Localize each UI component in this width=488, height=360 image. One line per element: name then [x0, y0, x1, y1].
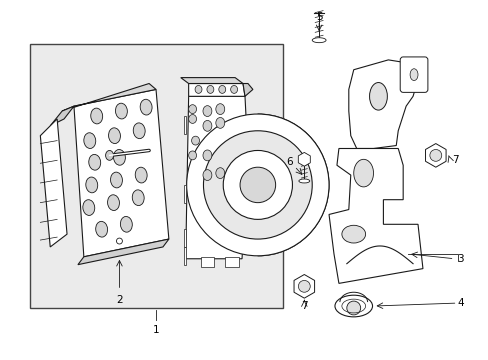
Ellipse shape [353, 159, 373, 187]
Ellipse shape [298, 179, 309, 183]
Ellipse shape [334, 295, 372, 317]
Wedge shape [257, 114, 328, 256]
Ellipse shape [120, 216, 132, 232]
Ellipse shape [206, 85, 213, 93]
Text: 5: 5 [315, 12, 322, 22]
Text: 7: 7 [452, 155, 458, 165]
Circle shape [346, 301, 360, 315]
Ellipse shape [133, 123, 145, 139]
Ellipse shape [191, 136, 199, 145]
Polygon shape [74, 89, 168, 257]
Polygon shape [185, 96, 247, 259]
Bar [225, 257, 239, 267]
Polygon shape [50, 106, 74, 126]
Ellipse shape [230, 85, 237, 93]
Ellipse shape [89, 154, 101, 170]
Ellipse shape [107, 195, 119, 211]
Polygon shape [183, 229, 185, 247]
Text: 1: 1 [152, 325, 159, 335]
Text: 6: 6 [285, 157, 292, 167]
Ellipse shape [203, 121, 211, 131]
Ellipse shape [115, 103, 127, 119]
Ellipse shape [215, 104, 224, 114]
Ellipse shape [203, 150, 211, 161]
Ellipse shape [188, 151, 196, 160]
Polygon shape [41, 119, 67, 247]
Text: 4: 4 [457, 298, 463, 308]
Ellipse shape [188, 114, 196, 123]
Ellipse shape [91, 108, 102, 124]
Polygon shape [78, 239, 168, 265]
FancyBboxPatch shape [399, 57, 427, 93]
Ellipse shape [215, 117, 224, 128]
Text: 2: 2 [116, 295, 122, 305]
Ellipse shape [369, 82, 386, 110]
Text: 7: 7 [301, 301, 307, 311]
Polygon shape [183, 185, 185, 203]
Ellipse shape [83, 133, 96, 148]
Circle shape [203, 131, 311, 239]
Ellipse shape [113, 149, 125, 165]
Bar [30, 44, 282, 308]
Ellipse shape [203, 170, 211, 180]
Polygon shape [62, 84, 156, 111]
Circle shape [116, 238, 122, 244]
Ellipse shape [195, 85, 202, 93]
Ellipse shape [96, 221, 107, 237]
Ellipse shape [311, 38, 325, 42]
Polygon shape [183, 247, 185, 265]
Polygon shape [243, 84, 252, 96]
Ellipse shape [140, 99, 152, 115]
Polygon shape [328, 148, 422, 283]
Text: 3: 3 [457, 254, 463, 264]
Ellipse shape [409, 69, 417, 81]
Bar [200, 257, 214, 267]
Ellipse shape [82, 200, 95, 215]
Circle shape [240, 167, 275, 203]
Ellipse shape [188, 105, 196, 113]
Ellipse shape [110, 172, 122, 188]
Circle shape [186, 114, 328, 256]
Ellipse shape [105, 150, 113, 160]
Ellipse shape [218, 85, 225, 93]
Ellipse shape [135, 167, 147, 183]
Ellipse shape [132, 190, 144, 206]
Circle shape [298, 280, 309, 292]
Ellipse shape [341, 225, 365, 243]
Circle shape [429, 149, 441, 161]
Ellipse shape [215, 168, 224, 179]
Polygon shape [348, 60, 417, 148]
Ellipse shape [85, 177, 98, 193]
Polygon shape [188, 84, 244, 96]
Polygon shape [181, 78, 243, 84]
Circle shape [223, 150, 292, 219]
Ellipse shape [108, 128, 120, 144]
Ellipse shape [203, 106, 211, 117]
Polygon shape [183, 116, 185, 134]
